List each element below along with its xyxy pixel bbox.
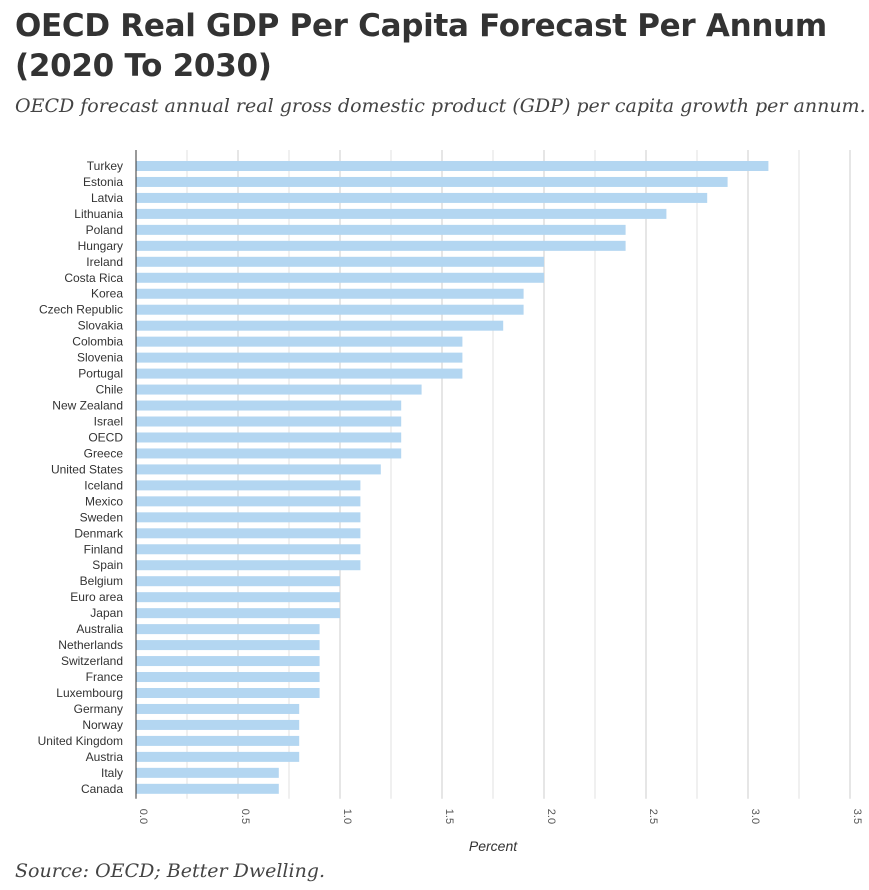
category-label: Slovakia (78, 319, 124, 333)
source-note: Source: OECD; Better Dwelling. (15, 860, 326, 882)
chart-title: OECD Real GDP Per Capita Forecast Per An… (15, 8, 827, 84)
category-label: Mexico (85, 494, 123, 508)
bar (136, 751, 300, 762)
category-label: Spain (92, 558, 123, 572)
bar (136, 719, 300, 730)
category-label: Estonia (83, 175, 123, 189)
category-label: Iceland (84, 478, 123, 492)
bar (136, 192, 708, 203)
bar (136, 224, 626, 235)
category-label: United States (51, 462, 123, 476)
category-label: Hungary (78, 239, 123, 253)
category-label: Denmark (74, 526, 124, 540)
bar (136, 783, 279, 794)
bar (136, 384, 422, 395)
bar (136, 400, 402, 411)
bar (136, 672, 320, 683)
bar (136, 560, 361, 571)
bar (136, 687, 320, 698)
bar (136, 576, 340, 587)
x-axis-title: Percent (469, 838, 518, 854)
bar (136, 735, 300, 746)
category-label: Norway (82, 718, 123, 732)
bar (136, 432, 402, 443)
category-label: Japan (90, 606, 123, 620)
category-label: Turkey (87, 159, 123, 173)
chart-subtitle: OECD forecast annual real gross domestic… (15, 95, 866, 117)
category-label: Euro area (70, 590, 123, 604)
bar (136, 304, 524, 315)
category-label: Latvia (91, 191, 123, 205)
bar (136, 624, 320, 635)
category-label: Greece (84, 446, 124, 460)
category-label: Korea (91, 287, 123, 301)
category-label: Switzerland (61, 654, 123, 668)
bar (136, 464, 381, 475)
category-label: Lithuania (74, 207, 123, 221)
category-label: Ireland (86, 255, 123, 269)
x-tick-labels: 0.0 0.5 1.0 1.5 2.0 2.5 3.0 3.5 (137, 809, 863, 824)
bar (136, 480, 361, 491)
category-label: Colombia (72, 335, 123, 349)
category-label: Canada (81, 782, 123, 796)
x-tick-label: 0.0 (137, 809, 149, 824)
bar (136, 512, 361, 523)
bar (136, 352, 463, 363)
category-label: France (86, 670, 124, 684)
category-label: Finland (84, 542, 123, 556)
bar (136, 703, 300, 714)
category-label: Czech Republic (39, 303, 123, 317)
x-tick-label: 3.5 (851, 809, 863, 824)
category-label: Australia (76, 622, 123, 636)
category-label: Germany (74, 702, 123, 716)
bar (136, 767, 279, 778)
x-tick-label: 3.0 (749, 809, 761, 824)
bar (136, 208, 667, 219)
bar (136, 640, 320, 651)
bar (136, 592, 340, 603)
bar (136, 496, 361, 507)
category-label: Costa Rica (64, 271, 123, 285)
bar-chart: Turkey Estonia Latvia Lithuania Poland Hungar… (38, 150, 863, 854)
bar (136, 448, 402, 459)
category-labels: Turkey Estonia Latvia Lithuania Poland Hungar… (38, 159, 124, 796)
bar (136, 176, 728, 187)
category-label: New Zealand (52, 399, 123, 413)
bar (136, 288, 524, 299)
category-label: Slovenia (77, 351, 123, 365)
bar (136, 656, 320, 667)
bar (136, 528, 361, 539)
bar (136, 368, 463, 379)
x-tick-label: 0.5 (239, 809, 251, 824)
category-label: United Kingdom (38, 734, 123, 748)
x-tick-label: 1.0 (341, 809, 353, 824)
category-label: Chile (96, 383, 124, 397)
category-label: Israel (94, 415, 123, 429)
x-tick-label: 2.5 (647, 809, 659, 824)
category-label: Belgium (80, 574, 123, 588)
bar (136, 256, 544, 267)
category-label: Portugal (78, 367, 123, 381)
bar (136, 272, 544, 283)
category-label: Austria (86, 750, 124, 764)
bar (136, 544, 361, 555)
x-tick-label: 2.0 (545, 809, 557, 824)
category-label: Netherlands (58, 638, 123, 652)
bar (136, 320, 504, 331)
category-label: Luxembourg (56, 686, 123, 700)
category-label: Poland (86, 223, 123, 237)
x-tick-label: 1.5 (443, 809, 455, 824)
category-label: Italy (101, 766, 123, 780)
bar (136, 608, 340, 619)
bar (136, 160, 769, 171)
bars (136, 160, 769, 794)
bar (136, 416, 402, 427)
category-label: Sweden (80, 510, 123, 524)
bar (136, 240, 626, 251)
bar (136, 336, 463, 347)
category-label: OECD (88, 430, 123, 444)
